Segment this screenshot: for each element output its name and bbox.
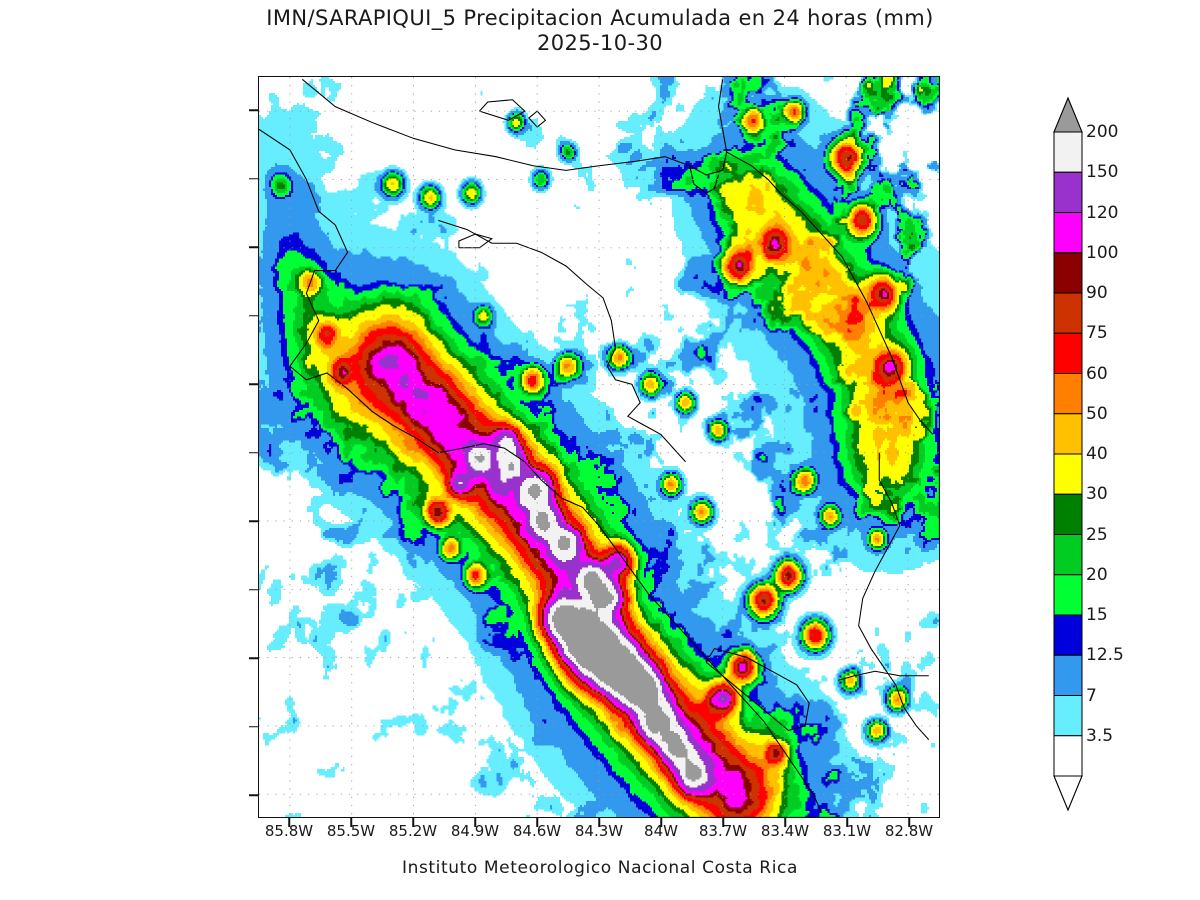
colorbar-tick-label: 60 <box>1086 363 1108 384</box>
colorbar-tick-label: 3.5 <box>1086 725 1114 746</box>
x-axis-tick-mark <box>350 818 352 827</box>
colorbar-band[interactable] <box>1053 252 1083 294</box>
y-axis-tick-mark <box>249 588 258 591</box>
x-axis-tick-label: 84W <box>644 822 678 840</box>
x-axis-tick-mark <box>412 818 414 827</box>
colorbar-band[interactable] <box>1053 332 1083 374</box>
coastline-border-path <box>726 151 934 435</box>
x-axis-tick-label: 82.8W <box>884 822 934 840</box>
colorbar-band[interactable] <box>1053 534 1083 576</box>
footer-credit: Instituto Meteorologico Nacional Costa R… <box>401 858 799 878</box>
map-plot-area <box>258 76 940 818</box>
y-axis-tick-mark <box>249 794 258 796</box>
x-axis-tick-label: 85.5W <box>326 822 376 840</box>
colorbar-tick-label: 50 <box>1086 403 1108 424</box>
x-axis-tick-label: 83.1W <box>822 822 872 840</box>
colorbar-tick-label: 120 <box>1086 202 1119 223</box>
colorbar-band[interactable] <box>1053 614 1083 656</box>
colorbar-over-arrow-icon <box>1053 96 1083 133</box>
colorbar-band[interactable] <box>1053 413 1083 455</box>
y-axis-tick-mark <box>249 177 258 180</box>
coastline-border-path <box>479 99 526 121</box>
chart-title-block: IMN/SARAPIQUI_5 Precipitacion Acumulada … <box>0 6 1200 56</box>
x-axis-tick-mark <box>536 818 538 827</box>
y-axis-tick-mark <box>249 383 258 385</box>
colorbar-band[interactable] <box>1053 292 1083 334</box>
colorbar-band[interactable] <box>1053 735 1083 777</box>
colorbar-tick-label: 75 <box>1086 323 1108 344</box>
coastline-border-path <box>438 219 686 463</box>
x-axis-tick-mark <box>660 818 662 827</box>
colorbar[interactable]: 200 150 120 100 90 75 60 50 40 30 25 20 15 12.5 7 3.5 <box>1050 96 1200 812</box>
colorbar-tick-label: 25 <box>1086 524 1108 545</box>
colorbar-band[interactable] <box>1053 171 1083 213</box>
colorbar-under-arrow-icon <box>1053 775 1083 812</box>
coastline-border-path <box>858 452 930 740</box>
chart-subtitle-date: 2025-10-30 <box>536 31 664 55</box>
precip-contour-outline <box>266 77 939 817</box>
colorbar-tick-label: 15 <box>1086 605 1108 625</box>
coastline-border-path <box>458 233 493 249</box>
coastline-border-path <box>259 128 649 595</box>
colorbar-tick-label: 7 <box>1086 685 1097 706</box>
precip-band-200mm <box>474 453 702 782</box>
y-axis-tick-mark <box>249 451 258 454</box>
coastline-border-path <box>648 593 823 813</box>
colorbar-tick-label: 40 <box>1086 444 1108 464</box>
coastline-border-path <box>301 78 728 176</box>
x-axis-tick-label: 84.3W <box>574 822 624 840</box>
colorbar-tick-label: 30 <box>1086 484 1108 505</box>
x-axis-tick-label: 83.7W <box>698 822 748 840</box>
x-axis-tick-mark <box>846 818 848 827</box>
y-axis-tick-mark <box>249 520 258 522</box>
y-axis-tick-mark <box>249 246 258 248</box>
coastline-border-path <box>705 647 810 732</box>
x-axis-tick-mark <box>784 818 786 827</box>
y-axis-tick-mark <box>249 725 258 728</box>
colorbar-tick-label: 150 <box>1086 162 1119 183</box>
y-axis-tick-mark <box>249 657 258 659</box>
colorbar-band[interactable] <box>1053 212 1083 254</box>
precipitation-contour-map <box>259 77 939 817</box>
colorbar-tick-label: 12.5 <box>1086 645 1124 666</box>
x-axis-tick-mark <box>598 818 600 827</box>
coastline-border-path <box>837 670 929 681</box>
colorbar-band[interactable] <box>1053 373 1083 415</box>
colorbar-band[interactable] <box>1053 574 1083 616</box>
x-axis-tick-label: 85.8W <box>264 822 314 840</box>
y-axis-tick-mark <box>249 109 258 111</box>
chart-title: IMN/SARAPIQUI_5 Precipitacion Acumulada … <box>266 6 934 30</box>
coastline-border-path <box>689 165 720 194</box>
colorbar-band[interactable] <box>1053 654 1083 696</box>
colorbar-band[interactable] <box>1053 493 1083 535</box>
colorbar-band[interactable] <box>1053 131 1083 173</box>
x-axis-tick-label: 85.2W <box>388 822 438 840</box>
colorbar-tick-label: 90 <box>1086 283 1108 303</box>
colorbar-tick-label: 200 <box>1086 122 1119 142</box>
x-axis-tick-mark <box>288 818 290 827</box>
x-axis-tick-mark <box>474 818 476 827</box>
colorbar-tick-label: 20 <box>1086 564 1108 585</box>
colorbar-band[interactable] <box>1053 695 1083 737</box>
x-axis-tick-mark <box>908 818 910 827</box>
x-axis-tick-label: 84.9W <box>450 822 500 840</box>
y-axis-tick-mark <box>249 314 258 317</box>
colorbar-swatches <box>1053 96 1083 812</box>
x-axis-tick-label: 84.6W <box>512 822 562 840</box>
x-axis-tick-mark <box>722 818 724 827</box>
x-axis-tick-label: 83.4W <box>760 822 810 840</box>
colorbar-tick-label: 100 <box>1086 242 1119 263</box>
colorbar-band[interactable] <box>1053 453 1083 495</box>
